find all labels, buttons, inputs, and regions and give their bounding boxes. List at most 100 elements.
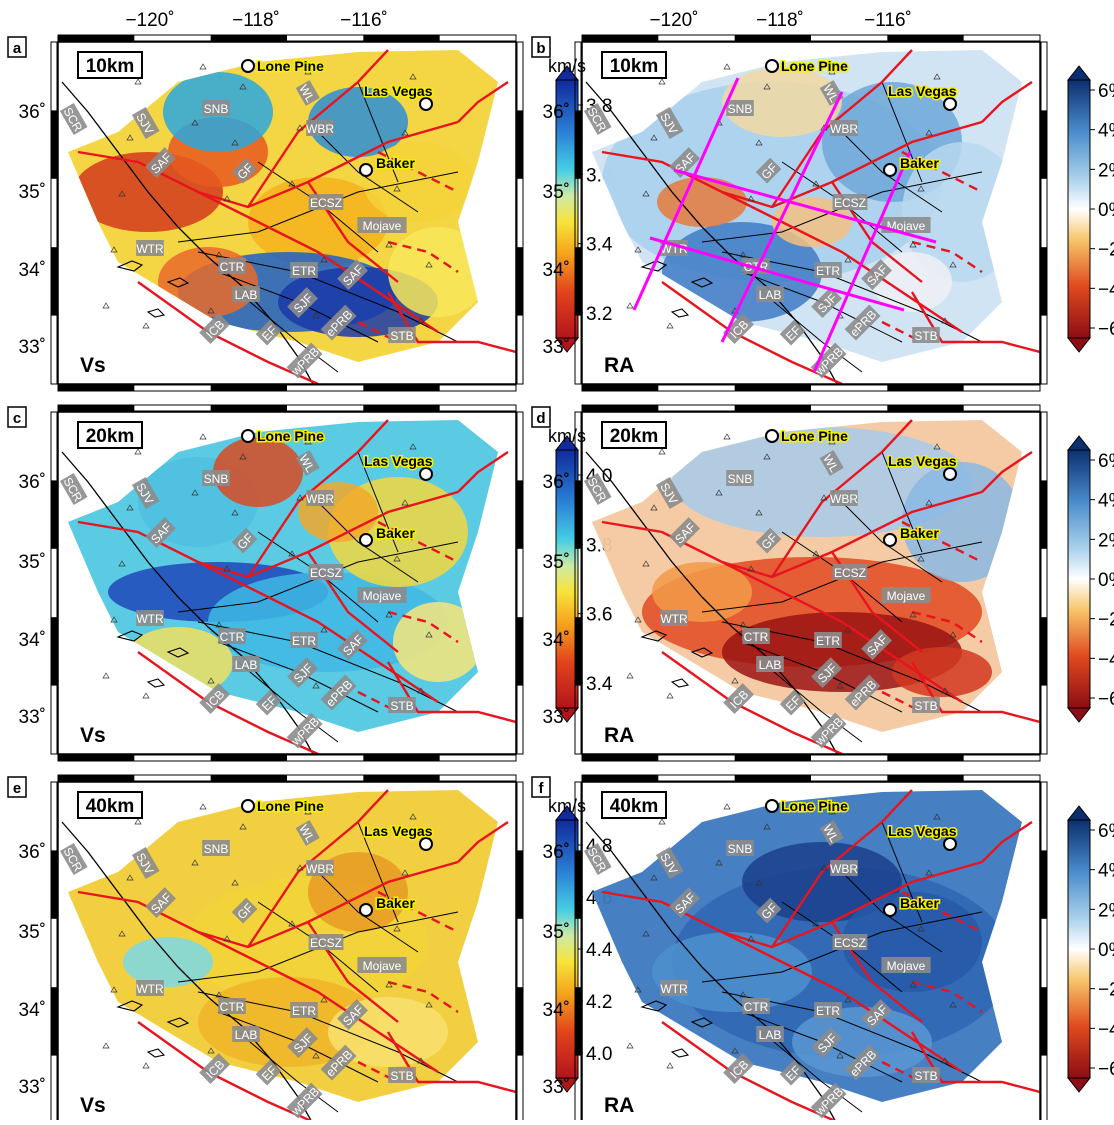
- channel-islands: [116, 630, 190, 688]
- station-icon: [650, 504, 658, 511]
- block-boundary: [910, 661, 1040, 724]
- station-icon: [844, 996, 852, 1003]
- svg-text:SNB: SNB: [204, 102, 229, 116]
- city-name: Baker: [900, 895, 939, 911]
- svg-text:STB: STB: [914, 329, 937, 343]
- city-marker-icon: [419, 467, 433, 481]
- region-label: ECSZ: [832, 564, 868, 580]
- svg-text:Mojave: Mojave: [887, 219, 926, 233]
- parameter-label: RA: [604, 724, 634, 747]
- region-label: ETR: [814, 1002, 842, 1018]
- block-boundary: [197, 190, 439, 333]
- fault-trace: [177, 171, 459, 243]
- station-icon: [755, 879, 763, 886]
- city-marker-icon: [359, 533, 373, 547]
- coastline: [61, 821, 314, 1124]
- city-name: Las Vegas: [888, 453, 957, 469]
- region-label: WBR: [306, 120, 334, 136]
- svg-text:CTR: CTR: [220, 260, 245, 274]
- station-icon: [634, 616, 642, 623]
- city-marker-icon: [359, 163, 373, 177]
- city-marker-icon: [419, 837, 433, 851]
- svg-text:SNB: SNB: [204, 472, 229, 486]
- city-marker-icon: [883, 903, 897, 917]
- station-icon: [312, 312, 320, 319]
- station-icon: [320, 256, 328, 263]
- station-icon: [215, 991, 223, 998]
- station-icon: [634, 986, 642, 993]
- station-icon: [739, 621, 747, 628]
- station-icon: [626, 1042, 634, 1049]
- latitude-tick: 33˚: [543, 707, 570, 728]
- city-name: Baker: [376, 525, 415, 541]
- svg-text:20km: 20km: [610, 426, 659, 447]
- svg-text:WTR: WTR: [660, 982, 688, 996]
- region-label: SNB: [726, 100, 754, 116]
- colorbar-tick: 2%: [1098, 160, 1114, 181]
- region-label: LAB: [232, 656, 260, 672]
- fault-trace: [761, 291, 863, 373]
- colorbar-tick: 4%: [1098, 491, 1114, 512]
- svg-text:c: c: [13, 410, 21, 427]
- svg-text:STB: STB: [914, 699, 937, 713]
- city-name: Las Vegas: [364, 823, 433, 839]
- station-icon: [642, 930, 650, 937]
- station-icon: [320, 626, 328, 633]
- station-icon: [658, 818, 666, 825]
- station-icon: [763, 83, 771, 90]
- svg-text:10km: 10km: [610, 56, 659, 77]
- station-icon: [296, 494, 304, 501]
- svg-text:WBR: WBR: [830, 492, 858, 506]
- svg-text:Mojave: Mojave: [363, 959, 402, 973]
- svg-text:40km: 40km: [610, 796, 659, 817]
- colorbar-tick: −2%: [1098, 610, 1114, 631]
- city-name: Lone Pine: [781, 798, 848, 814]
- block-boundary: [721, 560, 963, 703]
- longitude-tick: −118˚: [232, 10, 280, 31]
- region-label: STB: [388, 1067, 416, 1083]
- city-name: Baker: [376, 155, 415, 171]
- latitude-tick: 34˚: [543, 1000, 570, 1021]
- city-name: Lone Pine: [257, 58, 324, 74]
- station-icon: [723, 433, 731, 440]
- region-label: ETR: [290, 632, 318, 648]
- station-icon: [747, 935, 755, 942]
- station-icon: [723, 63, 731, 70]
- fault-trace: [357, 451, 399, 553]
- station-icon: [102, 302, 110, 309]
- fault-trace: [357, 821, 399, 923]
- colorbar-tick: 6%: [1098, 451, 1114, 472]
- panel-letter: b: [531, 36, 551, 58]
- station-icon: [909, 241, 917, 248]
- station-icon: [215, 621, 223, 628]
- parameter-label: Vs: [80, 724, 106, 747]
- block-boundary: [197, 560, 439, 703]
- region-label: CTR: [742, 998, 770, 1014]
- station-icon: [828, 68, 836, 75]
- station-icon: [312, 1052, 320, 1059]
- svg-text:ETR: ETR: [816, 634, 840, 648]
- station-icon: [844, 256, 852, 263]
- station-icon: [917, 555, 925, 562]
- svg-text:ETR: ETR: [816, 1004, 840, 1018]
- station-icon: [949, 261, 957, 268]
- block-boundary: [247, 789, 389, 948]
- station-icon: [118, 930, 126, 937]
- station-icon: [296, 124, 304, 131]
- depth-label: 10km: [77, 51, 143, 79]
- svg-text:ECSZ: ECSZ: [834, 196, 866, 210]
- latitude-tick: 35˚: [543, 922, 570, 943]
- station-icon: [134, 818, 142, 825]
- station-icon: [288, 180, 296, 187]
- region-label: SNB: [202, 470, 230, 486]
- station-icon: [304, 808, 312, 815]
- city-name: Lone Pine: [781, 58, 848, 74]
- fault-trace: [721, 251, 983, 343]
- station-icon: [642, 560, 650, 567]
- station-icon: [933, 73, 941, 80]
- station-icon: [409, 813, 417, 820]
- region-label: LAB: [756, 286, 784, 302]
- station-icon: [102, 672, 110, 679]
- region-label: WBR: [830, 490, 858, 506]
